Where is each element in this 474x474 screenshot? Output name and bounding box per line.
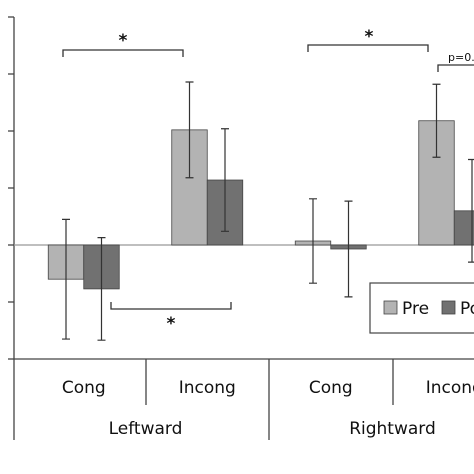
error-bar bbox=[432, 83, 441, 158]
group-label: Rightward bbox=[349, 419, 436, 439]
error-bar bbox=[344, 200, 353, 298]
annotation: * bbox=[119, 31, 128, 51]
annotation: p=0.0 bbox=[448, 51, 474, 64]
legend-swatch bbox=[441, 300, 456, 315]
error-bar bbox=[309, 198, 317, 284]
legend-swatch bbox=[383, 300, 398, 315]
group-label: Leftward bbox=[109, 419, 183, 439]
legend-label: Pre bbox=[402, 299, 429, 319]
bracket bbox=[307, 44, 429, 52]
x-tick-label: Cong bbox=[62, 378, 106, 398]
error-bar bbox=[97, 236, 106, 341]
bracket bbox=[62, 49, 184, 57]
x-tick-label: Cong bbox=[309, 378, 353, 398]
annotation: * bbox=[365, 27, 374, 47]
bracket bbox=[437, 64, 474, 72]
error-bar bbox=[221, 128, 229, 232]
bracket bbox=[110, 302, 232, 310]
x-tick-label: Incong bbox=[179, 378, 236, 398]
legend-label: Post bbox=[460, 299, 474, 319]
error-bar bbox=[468, 158, 474, 263]
error-bar bbox=[185, 81, 194, 179]
annotation: * bbox=[167, 314, 176, 334]
x-tick-label: Incong bbox=[426, 378, 474, 398]
bar bbox=[453, 210, 474, 246]
error-bar bbox=[62, 218, 70, 340]
